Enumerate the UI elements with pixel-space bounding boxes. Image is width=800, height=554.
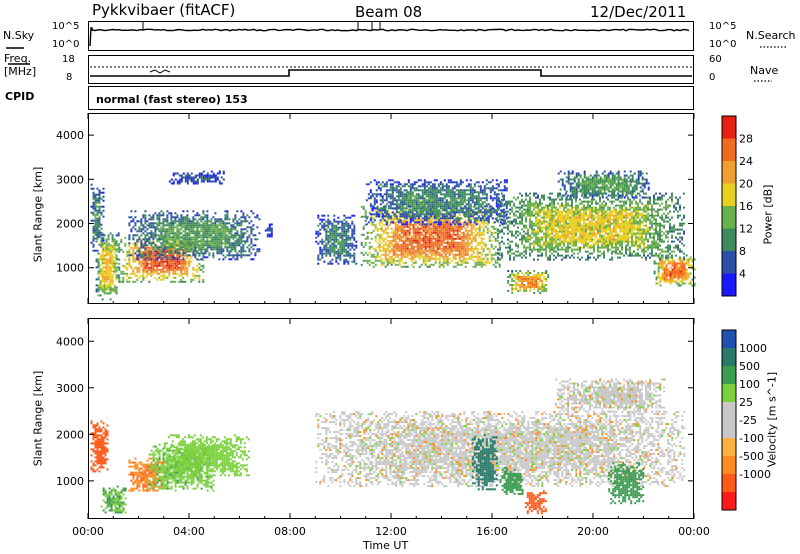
velocity-region-7 xyxy=(499,466,524,495)
power-region-6 xyxy=(315,214,358,265)
power-region-8 xyxy=(365,179,508,226)
velocity-colorbar-tick: 100 xyxy=(739,378,760,391)
nave-tick-top: 60 xyxy=(709,54,722,65)
freq-trace xyxy=(90,69,692,77)
x-tick-label: 04:00 xyxy=(173,525,205,538)
velocity-colorbar-tick: -100 xyxy=(739,432,764,445)
power-region-3 xyxy=(128,210,261,261)
velocity-colorbar-tick: -1000 xyxy=(739,468,771,481)
velocity-colorbar-segment xyxy=(722,384,736,403)
beam-title: Beam 08 xyxy=(355,3,423,21)
freq-tick-top: 18 xyxy=(62,54,75,65)
power-colorbar-segment xyxy=(722,228,736,252)
velocity-colorbar-segment xyxy=(722,366,736,385)
velocity-colorbar-segment xyxy=(722,348,736,367)
power-colorbar-tick: 20 xyxy=(739,178,753,191)
power-colorbar-segment xyxy=(722,206,736,229)
power-region-10 xyxy=(507,270,550,294)
velocity-colorbar-segment xyxy=(722,420,736,439)
velocity-colorbar-segment xyxy=(722,456,736,475)
velocity-colorbar-segment xyxy=(722,438,736,457)
freq-panel xyxy=(88,55,694,84)
power-region-0 xyxy=(90,183,105,252)
power-region-1 xyxy=(95,232,120,301)
power-region-4 xyxy=(168,170,225,185)
y-tick-label: 4000 xyxy=(56,129,84,142)
cpid-panel xyxy=(88,86,694,110)
velocity-colorbar-tick: 1000 xyxy=(739,342,767,355)
x-tick-label: 12:00 xyxy=(375,525,407,538)
nsky-label: N.Sky xyxy=(3,29,35,42)
power-colorbar-tick: 12 xyxy=(739,223,753,236)
velocity-region-0 xyxy=(90,420,109,473)
freq-label-1: Freq. xyxy=(4,52,32,65)
y-tick-label: 2000 xyxy=(56,218,84,231)
freq-tick-bottom: 8 xyxy=(66,72,73,83)
y-tick-label: 3000 xyxy=(56,173,84,186)
power-colorbar-tick: 16 xyxy=(739,200,753,213)
y-tick-label: 1000 xyxy=(56,262,84,275)
date-title: 12/Dec/2011 xyxy=(590,3,687,21)
x-tick-label: 20:00 xyxy=(577,525,609,538)
power-colorbar-segment xyxy=(722,161,736,184)
velocity-plot-frame xyxy=(88,318,694,519)
power-region-11 xyxy=(557,170,650,199)
power-plot-frame xyxy=(88,113,694,304)
nsky-panel xyxy=(88,21,694,51)
nsky-tick-bottom: 10^0 xyxy=(52,39,80,50)
velocity-colorbar-tick: -25 xyxy=(739,414,757,427)
power-colorbar-tick: 8 xyxy=(739,245,746,258)
x-tick-label: 00:00 xyxy=(678,525,710,538)
velocity-colorbar-tick: 500 xyxy=(739,360,760,373)
velocity-colorbar-segment xyxy=(722,402,736,421)
power-colorbar-segment xyxy=(722,251,736,274)
y-tick-label: 4000 xyxy=(56,335,84,348)
nsearch-label: N.Search xyxy=(746,29,796,42)
velocity-region-9 xyxy=(555,378,666,413)
nave-label: Nave xyxy=(750,64,779,77)
velocity-region-4 xyxy=(163,434,250,477)
cpid-label: CPID xyxy=(5,90,35,103)
power-colorbar-tick: 4 xyxy=(739,268,746,281)
power-colorbar-tick: 28 xyxy=(739,133,753,146)
nsearch-tick-bottom: 10^0 xyxy=(709,39,737,50)
velocity-colorbar-segment xyxy=(722,492,736,511)
nave-tick-bottom: 0 xyxy=(709,72,716,83)
velocity-colorbar-outline xyxy=(721,329,737,511)
velocity-colorbar-segment xyxy=(722,474,736,493)
power-colorbar-segment xyxy=(722,116,736,139)
power-region-12 xyxy=(653,254,696,287)
y-tick-label: 2000 xyxy=(56,428,84,441)
x-tick-label: 16:00 xyxy=(476,525,508,538)
power-colorbar-segment xyxy=(722,138,736,162)
velocity-region-1 xyxy=(100,485,127,514)
y-tick-label: 1000 xyxy=(56,475,84,488)
velocity-region-10 xyxy=(608,462,645,505)
nsky-tick-top: 10^5 xyxy=(52,21,80,32)
cpid-text: normal (fast stereo) 153 xyxy=(96,93,248,106)
power-colorbar-segment xyxy=(722,273,736,297)
power-colorbar-tick: 24 xyxy=(739,155,753,168)
power-region-5 xyxy=(264,223,273,238)
velocity-colorbar-tick: 25 xyxy=(739,396,753,409)
x-tick-label: 00:00 xyxy=(72,525,104,538)
power-region-9 xyxy=(497,192,685,261)
power-colorbar-segment xyxy=(722,183,736,207)
nsky-trace xyxy=(89,27,690,47)
freq-noise xyxy=(149,69,171,74)
nsearch-tick-top: 10^5 xyxy=(709,21,737,32)
x-axis-label: Time UT xyxy=(363,539,409,552)
x-tick-label: 08:00 xyxy=(274,525,306,538)
velocity-region-8 xyxy=(524,490,547,515)
velocity-colorbar-tick: -500 xyxy=(739,450,764,463)
freq-label-2: [MHz] xyxy=(4,65,37,78)
power-colorbar-outline xyxy=(721,115,737,297)
velocity-colorbar-segment xyxy=(722,330,736,349)
velocity-region-6 xyxy=(471,434,498,491)
y-tick-label: 3000 xyxy=(56,382,84,395)
station-title: Pykkvibaer (fitACF) xyxy=(92,1,236,19)
